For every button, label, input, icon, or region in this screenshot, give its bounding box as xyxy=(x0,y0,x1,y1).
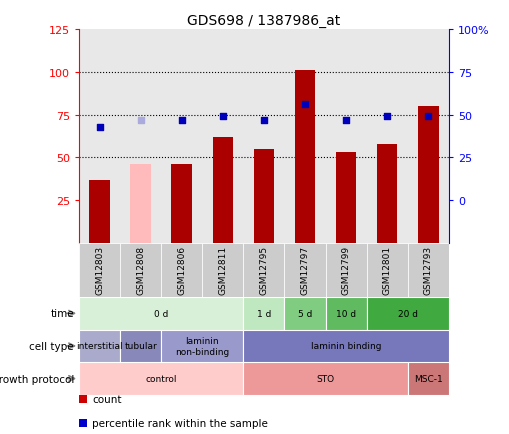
Text: time: time xyxy=(50,309,74,319)
Text: GSM12793: GSM12793 xyxy=(423,246,432,295)
Text: laminin binding: laminin binding xyxy=(310,342,381,351)
Bar xyxy=(161,243,202,297)
Text: GSM12803: GSM12803 xyxy=(95,246,104,295)
Text: GSM12799: GSM12799 xyxy=(341,246,350,295)
Bar xyxy=(284,243,325,297)
Text: interstitial: interstitial xyxy=(76,342,123,351)
Bar xyxy=(202,243,243,297)
Bar xyxy=(79,243,120,297)
Bar xyxy=(79,330,120,362)
Bar xyxy=(253,149,274,243)
Text: 20 d: 20 d xyxy=(397,309,417,318)
Bar xyxy=(407,362,448,395)
Bar xyxy=(284,297,325,330)
Bar xyxy=(89,180,109,243)
Bar xyxy=(243,362,407,395)
Text: growth protocol: growth protocol xyxy=(0,374,74,384)
Bar xyxy=(120,243,161,297)
Text: 1 d: 1 d xyxy=(256,309,271,318)
Text: GSM12806: GSM12806 xyxy=(177,246,186,295)
Bar xyxy=(376,145,397,243)
Point xyxy=(260,117,268,124)
Bar xyxy=(325,297,366,330)
Bar xyxy=(366,243,407,297)
Text: GSM12811: GSM12811 xyxy=(218,246,227,295)
Point xyxy=(95,124,103,131)
Text: GSM12808: GSM12808 xyxy=(136,246,145,295)
Text: 0 d: 0 d xyxy=(154,309,168,318)
Bar xyxy=(120,330,161,362)
Bar xyxy=(171,165,192,243)
Bar xyxy=(243,243,284,297)
Bar xyxy=(79,297,243,330)
Text: MSC-1: MSC-1 xyxy=(413,374,442,383)
Title: GDS698 / 1387986_at: GDS698 / 1387986_at xyxy=(187,14,340,28)
Point xyxy=(218,114,227,121)
Point xyxy=(382,114,390,121)
Bar xyxy=(130,165,151,243)
Bar xyxy=(407,243,448,297)
Text: 10 d: 10 d xyxy=(335,309,355,318)
Text: count: count xyxy=(92,395,121,404)
Text: tubular: tubular xyxy=(124,342,157,351)
Bar xyxy=(325,243,366,297)
Bar xyxy=(417,107,438,243)
Bar xyxy=(335,153,356,243)
Text: GSM12795: GSM12795 xyxy=(259,246,268,295)
Bar xyxy=(294,71,315,243)
Bar xyxy=(212,138,233,243)
Text: percentile rank within the sample: percentile rank within the sample xyxy=(92,418,267,428)
Text: laminin
non-binding: laminin non-binding xyxy=(175,336,229,356)
Point xyxy=(300,102,308,108)
Bar xyxy=(366,297,448,330)
Point xyxy=(177,117,185,124)
Bar xyxy=(243,297,284,330)
Text: GSM12797: GSM12797 xyxy=(300,246,309,295)
Text: STO: STO xyxy=(316,374,334,383)
Text: control: control xyxy=(145,374,177,383)
Point xyxy=(423,114,432,121)
Bar xyxy=(243,330,448,362)
Text: GSM12801: GSM12801 xyxy=(382,246,391,295)
Point xyxy=(136,117,145,124)
Text: cell type: cell type xyxy=(29,341,74,351)
Bar xyxy=(79,362,243,395)
Text: 5 d: 5 d xyxy=(297,309,312,318)
Point xyxy=(342,117,350,124)
Bar xyxy=(161,330,243,362)
